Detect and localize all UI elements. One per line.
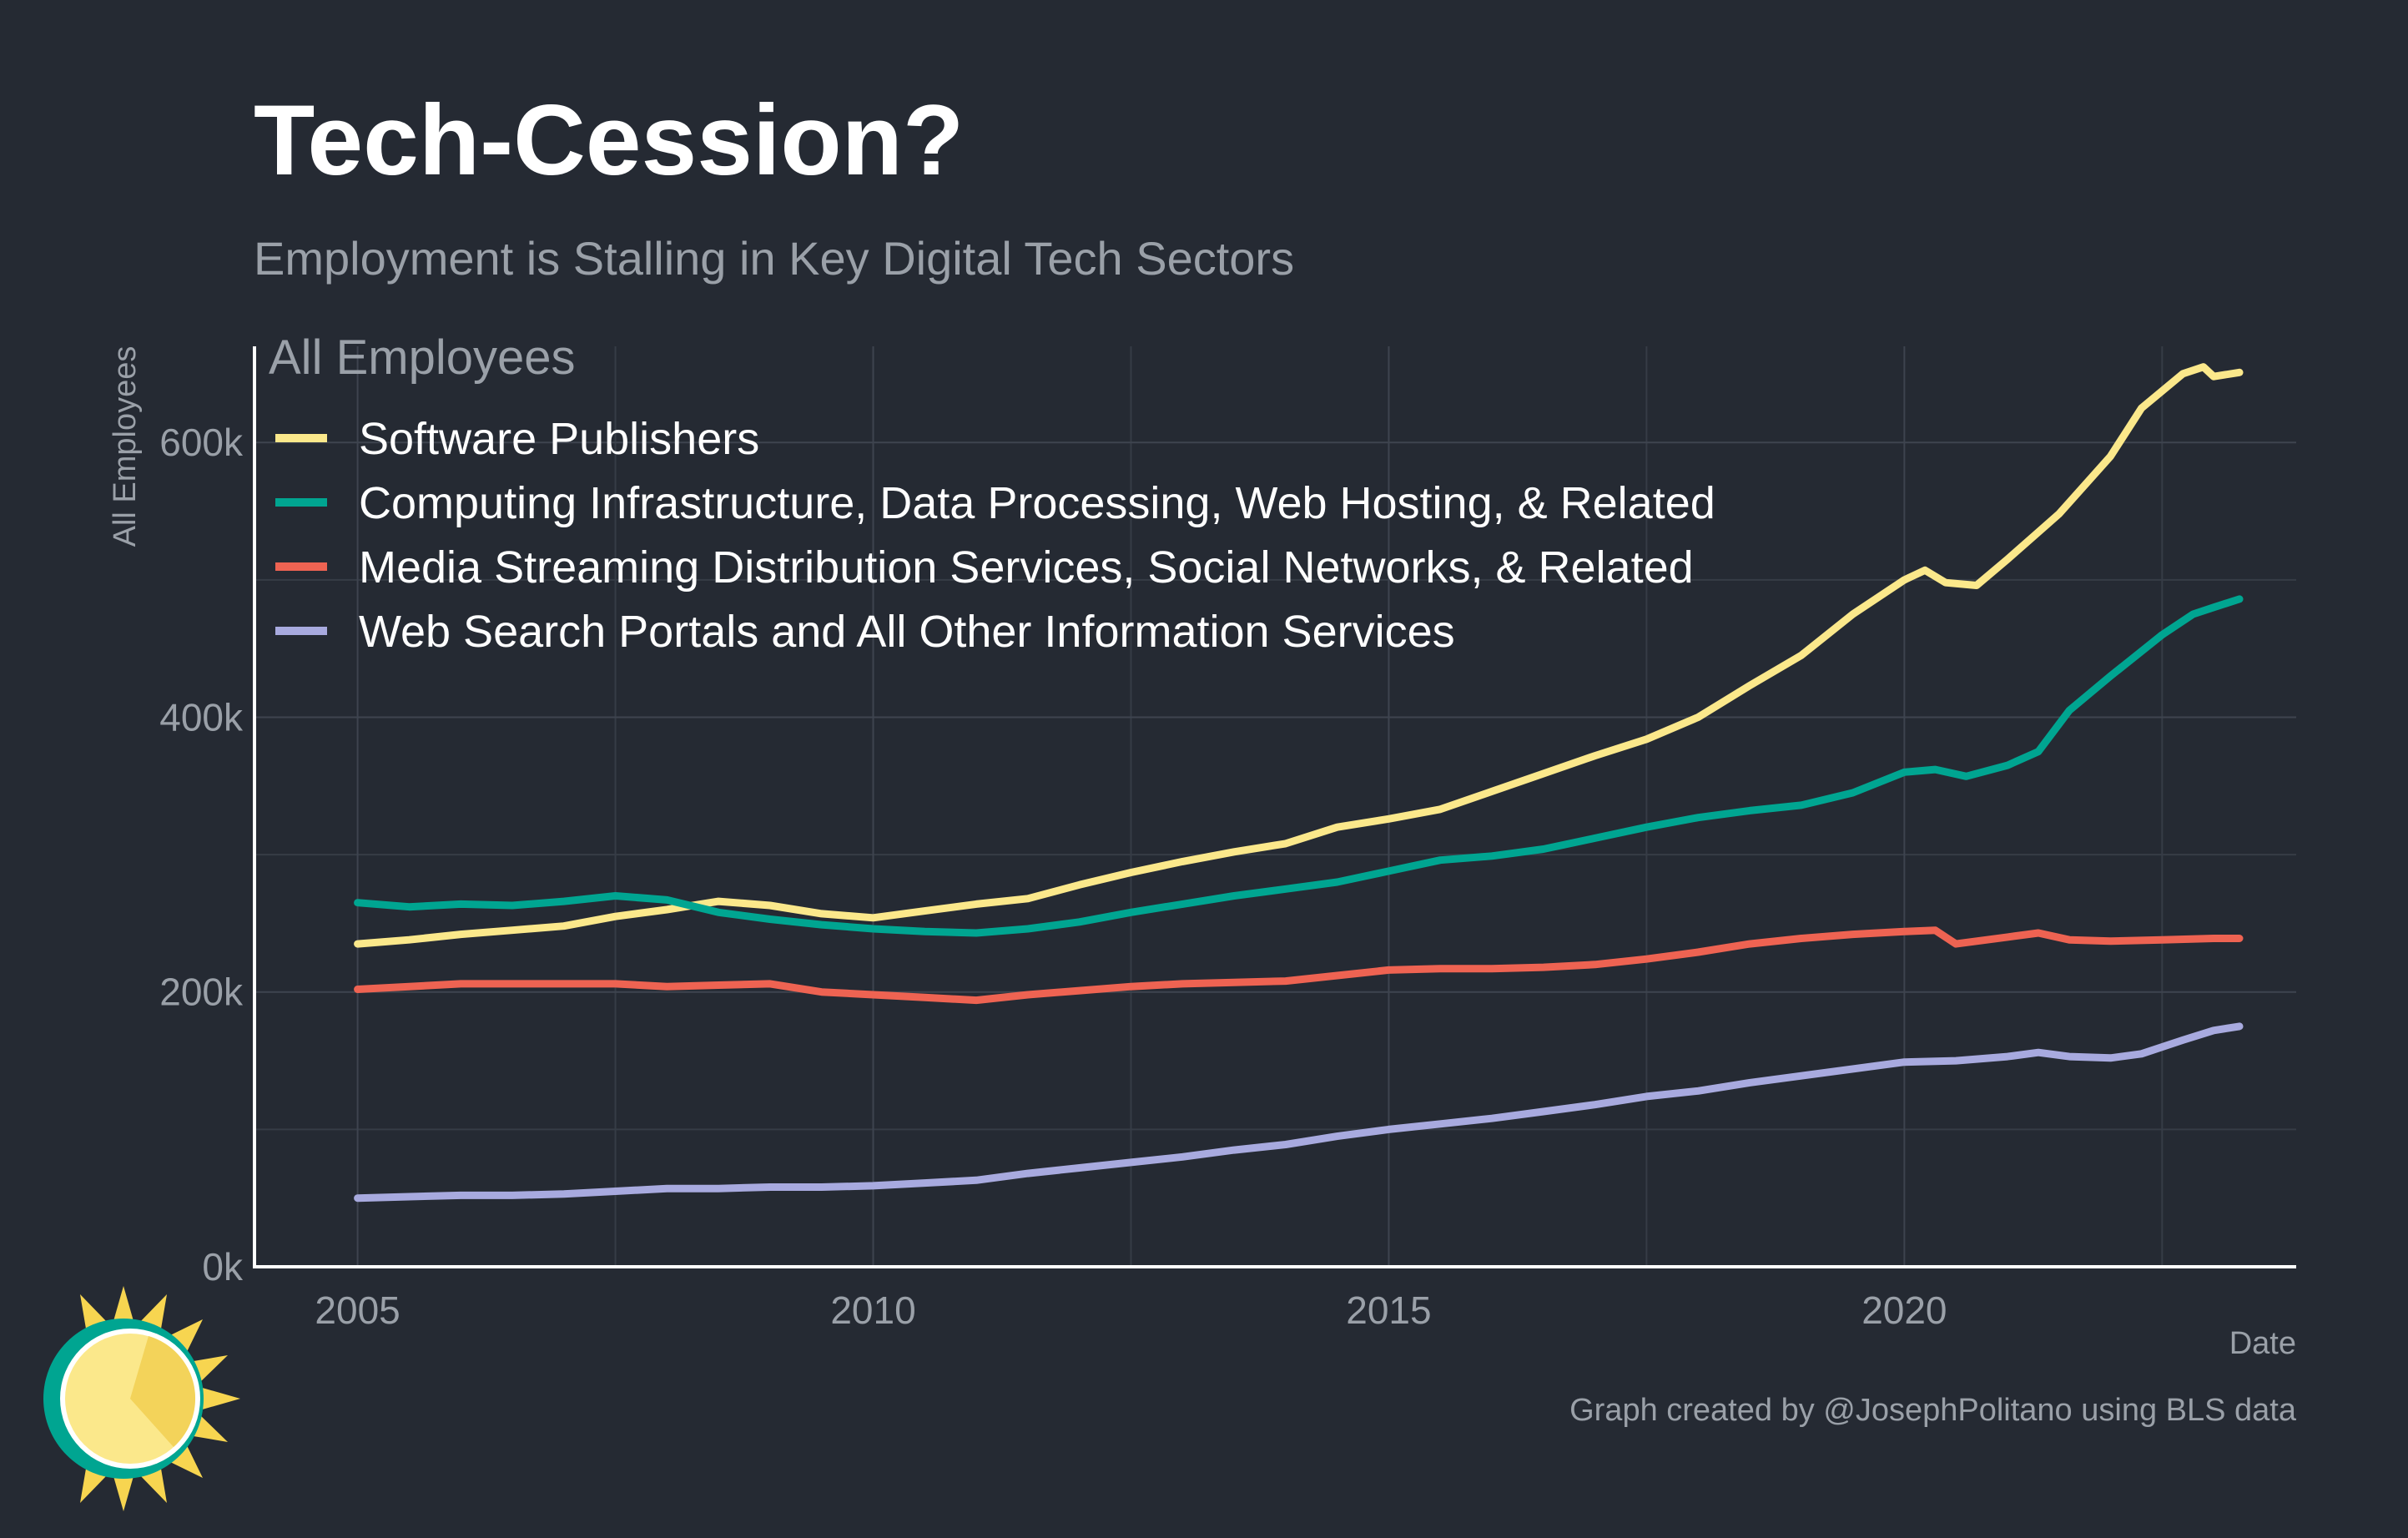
x-tick-label: 2020 — [1861, 1288, 1947, 1332]
series-line-2 — [354, 595, 2244, 937]
legend-item: Media Streaming Distribution Services, S… — [275, 542, 1694, 593]
legend-item: Software Publishers — [275, 414, 759, 464]
x-tick-label: 2010 — [830, 1288, 915, 1332]
axes — [253, 346, 2296, 1268]
legend-item: Computing Infrastructure, Data Processin… — [275, 478, 1715, 528]
legend-label: Software Publishers — [359, 414, 759, 464]
chart-subtitle: Employment is Stalling in Key Digital Te… — [254, 232, 1295, 285]
legend-label: Computing Infrastructure, Data Processin… — [359, 478, 1715, 528]
legend-label: Media Streaming Distribution Services, S… — [359, 542, 1694, 593]
series-line-1 — [354, 363, 2244, 948]
chart-title: Tech-Cession? — [254, 84, 965, 196]
y-axis-title: All Employees — [108, 346, 143, 547]
y-tick-label: 400k — [159, 695, 244, 739]
sun-logo-icon — [43, 1286, 240, 1511]
x-axis-title: Date — [2229, 1326, 2296, 1361]
panel-label: All Employees — [269, 330, 575, 385]
x-tick-label: 2005 — [315, 1288, 400, 1332]
legend-item: Web Search Portals and All Other Informa… — [275, 607, 1455, 657]
y-axis-ticks: 0k 200k 400k 600k — [159, 421, 244, 1288]
y-tick-label: 200k — [159, 971, 244, 1014]
y-tick-label: 600k — [159, 421, 244, 464]
x-tick-label: 2015 — [1346, 1288, 1431, 1332]
y-tick-label: 0k — [202, 1245, 244, 1288]
legend-label: Web Search Portals and All Other Informa… — [359, 607, 1455, 657]
caption: Graph created by @JosephPolitano using B… — [1569, 1393, 2297, 1428]
series-lines — [354, 363, 2244, 1203]
series-line-4 — [354, 1022, 2244, 1203]
x-axis-ticks: 2005 2010 2015 2020 — [315, 1288, 1947, 1332]
legend: Software Publishers Computing Infrastruct… — [275, 414, 1715, 657]
series-line-3 — [354, 926, 2244, 1005]
